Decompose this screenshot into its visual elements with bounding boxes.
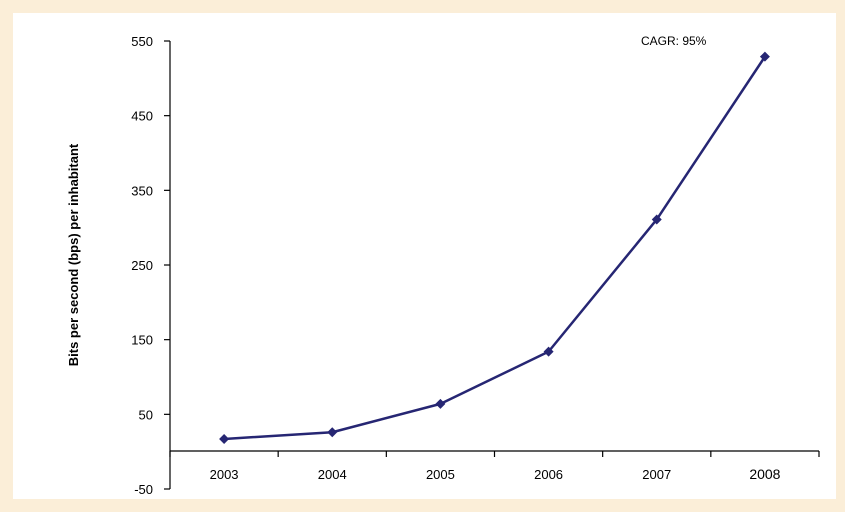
y-tick-label: 150 [131, 333, 153, 348]
data-point-marker [435, 398, 446, 409]
y-tick-label: 350 [131, 183, 153, 198]
data-point-marker [759, 51, 770, 62]
x-tick-label: 2005 [426, 467, 455, 482]
y-tick-label: 250 [131, 258, 153, 273]
data-point-marker [327, 427, 338, 438]
x-tick-label: 2006 [534, 467, 563, 482]
y-tick-label: 450 [131, 109, 153, 124]
series-line [224, 55, 766, 441]
x-tick-label: 2007 [642, 467, 671, 482]
y-axis: -50 50 150 250 350 450 550 [131, 34, 171, 497]
x-axis: 2003 2004 2005 2006 2007 2008 [169, 450, 820, 482]
data-point-marker [543, 346, 554, 357]
x-tick-label: 2008 [749, 466, 780, 482]
cagr-annotation: CAGR: 95% [641, 34, 707, 48]
chart-panel [13, 13, 836, 499]
data-point-marker [651, 214, 662, 225]
x-tick-label: 2003 [210, 467, 239, 482]
series-line-group [219, 51, 770, 444]
x-tick-label: 2004 [318, 467, 347, 482]
y-tick-label: 550 [131, 34, 153, 49]
y-tick-label: -50 [134, 482, 153, 497]
y-axis-title: Bits per second (bps) per inhabitant [66, 143, 81, 366]
y-tick-label: 50 [139, 407, 153, 422]
data-point-marker [219, 433, 230, 444]
